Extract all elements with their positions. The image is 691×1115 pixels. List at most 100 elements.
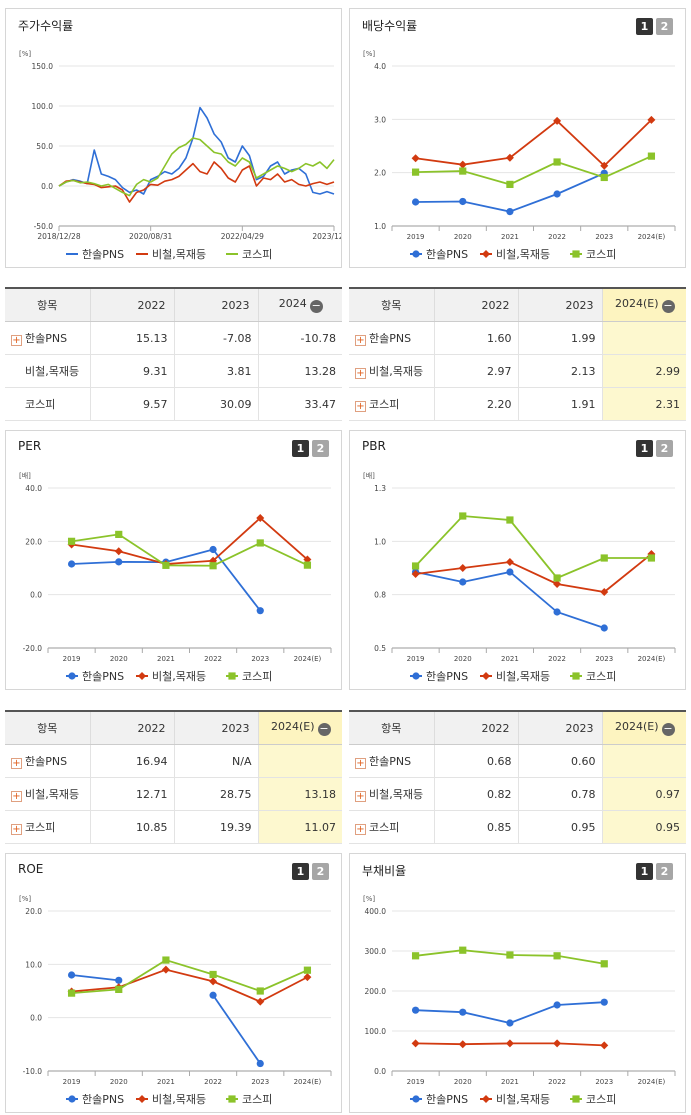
expand-plus-icon[interactable]: + — [355, 758, 366, 769]
table-row: + 코스피 2.20 1.91 2.31 — [349, 387, 686, 421]
column-header-label: 2024 — [278, 297, 307, 310]
row-label-cell[interactable]: + 코스피 — [349, 387, 435, 421]
x-tick-label: 2020 — [454, 1078, 472, 1086]
row-label-cell[interactable]: + 비철,목재등 — [5, 777, 91, 811]
series-line-hansol — [415, 172, 605, 213]
column-header-label: 2024(E) — [270, 720, 315, 733]
legend: 한솔PNS 비철,목재등 코스피 — [410, 248, 616, 261]
panel-title: PER — [18, 439, 42, 453]
x-tick-label: 2024(E) — [638, 1078, 666, 1086]
dividend-yield-table: 항목 2022 2023 2024(E) − + 한솔PNS 1.60 1.99 + 비철,목재등 2… — [349, 287, 686, 421]
legend-label-hansol: 한솔PNS — [82, 670, 124, 683]
grid — [391, 65, 676, 231]
x-tick-label: 2019 — [407, 233, 425, 241]
view-1-button[interactable]: 1 — [292, 440, 309, 457]
panel-title: 주가수익률 — [18, 19, 74, 33]
data-point-steel — [600, 161, 609, 170]
expand-plus-icon[interactable]: + — [11, 791, 22, 802]
legend-label-steel: 비철,목재등 — [152, 1093, 206, 1106]
y-tick-label: 0.5 — [374, 644, 386, 653]
legend-marker-hansol — [412, 250, 420, 258]
value-cell: 0.82 — [434, 777, 519, 811]
row-label-cell[interactable]: + 비철,목재등 — [349, 777, 435, 811]
row-label-cell[interactable]: + 한솔PNS — [349, 744, 435, 778]
collapse-minus-icon[interactable]: − — [661, 299, 675, 313]
view-2-button[interactable]: 2 — [656, 440, 673, 457]
legend: 한솔PNS 비철,목재등 코스피 — [66, 1093, 272, 1106]
expand-plus-icon[interactable]: + — [355, 791, 366, 802]
column-header-label: 2022 — [481, 721, 510, 735]
value-cell — [602, 321, 686, 355]
x-tick-label: 2021 — [501, 655, 519, 663]
data-point-hansol — [459, 578, 467, 586]
legend-marker-kospi — [572, 1095, 580, 1103]
row-label-cell[interactable]: + 한솔PNS — [5, 744, 91, 778]
value-cell: 2.13 — [518, 354, 603, 388]
data-point-kospi — [256, 539, 264, 547]
expand-plus-icon[interactable]: + — [11, 824, 22, 835]
y-tick-label: 0.0 — [30, 1014, 42, 1023]
expand-plus-icon[interactable]: + — [355, 368, 366, 379]
legend-label-kospi: 코스피 — [586, 1093, 616, 1106]
per-chart: [배] 40.0 20.0 0.0 -20.0 2019 2020 2021 2022 2023 2… — [19, 471, 332, 683]
table-row: + 비철,목재등 2.97 2.13 2.99 — [349, 354, 686, 388]
series-line-kospi — [415, 155, 652, 186]
view-1-button[interactable]: 1 — [292, 863, 309, 880]
row-label-cell[interactable]: + 한솔PNS — [5, 321, 91, 355]
column-header-label: 2023 — [565, 298, 594, 312]
y-tick-label: 0.0 — [41, 182, 53, 191]
view-1-button[interactable]: 1 — [636, 440, 653, 457]
expand-plus-icon[interactable]: + — [355, 401, 366, 412]
view-2-button[interactable]: 2 — [312, 440, 329, 457]
column-header-label: 2022 — [481, 298, 510, 312]
x-tick-label: 2023 — [251, 655, 269, 663]
y-tick-label: 20.0 — [25, 907, 42, 916]
data-point-steel — [505, 153, 514, 162]
y-tick-label: 20.0 — [25, 537, 42, 546]
value-cell: 15.13 — [90, 321, 175, 355]
row-label-cell[interactable]: + 비철,목재등 — [349, 354, 435, 388]
legend-label-hansol: 한솔PNS — [426, 670, 468, 683]
legend-marker-steel — [138, 1095, 146, 1103]
collapse-minus-icon[interactable]: − — [309, 299, 323, 313]
view-2-button[interactable]: 2 — [312, 863, 329, 880]
view-2-button[interactable]: 2 — [656, 863, 673, 880]
data-point-steel — [303, 555, 312, 564]
x-tick-label: 2024(E) — [294, 655, 322, 663]
row-label-cell[interactable]: + 코스피 — [5, 810, 91, 844]
x-tick-label: 2020/08/31 — [129, 232, 172, 241]
y-tick-label: 300.0 — [365, 947, 387, 956]
expand-plus-icon[interactable]: + — [355, 824, 366, 835]
row-label-cell[interactable]: + 한솔PNS — [349, 321, 435, 355]
view-2-button[interactable]: 2 — [656, 18, 673, 35]
y-unit-label: [%] — [363, 895, 375, 903]
legend-marker-steel — [482, 672, 490, 680]
series-kospi — [67, 956, 312, 997]
column-header-label: 2023 — [221, 721, 250, 735]
data-point-kospi — [600, 173, 608, 182]
value-cell: 1.60 — [434, 321, 519, 355]
data-point-hansol — [411, 198, 420, 206]
x-tick-label: 2023 — [595, 655, 613, 663]
value-cell: 2.97 — [434, 354, 519, 388]
data-point-hansol — [600, 998, 608, 1006]
data-point-kospi — [459, 512, 467, 520]
value-cell: 10.85 — [90, 810, 175, 844]
data-point-hansol — [506, 1019, 514, 1027]
expand-plus-icon[interactable]: + — [11, 758, 22, 769]
view-1-button[interactable]: 1 — [636, 18, 653, 35]
x-tick-label: 2020 — [110, 1078, 128, 1086]
data-point-kospi — [209, 970, 217, 979]
view-1-button[interactable]: 1 — [636, 863, 653, 880]
expand-plus-icon[interactable]: + — [11, 335, 22, 346]
value-cell: 12.71 — [90, 777, 175, 811]
data-point-kospi — [115, 985, 123, 993]
row-label: 비철,목재등 — [369, 365, 424, 378]
legend-label-hansol: 한솔PNS — [426, 248, 468, 261]
collapse-minus-icon[interactable]: − — [661, 722, 675, 736]
collapse-minus-icon[interactable]: − — [317, 722, 331, 736]
row-label-cell[interactable]: + 코스피 — [349, 810, 435, 844]
expand-plus-icon[interactable]: + — [355, 335, 366, 346]
